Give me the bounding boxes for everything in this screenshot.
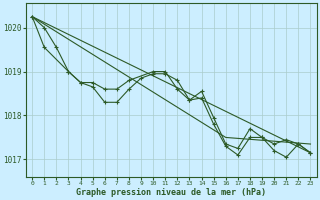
X-axis label: Graphe pression niveau de la mer (hPa): Graphe pression niveau de la mer (hPa) <box>76 188 266 197</box>
